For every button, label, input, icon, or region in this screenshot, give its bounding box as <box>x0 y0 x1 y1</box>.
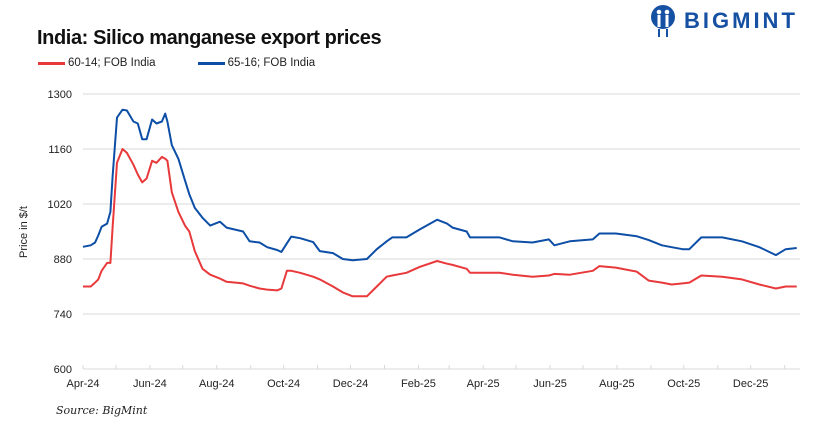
y-tick-label: 880 <box>54 254 72 266</box>
legend-label: 60-14; FOB India <box>68 57 156 69</box>
x-tick-label: Jun-24 <box>133 378 167 390</box>
x-tick-label: Dec-25 <box>733 378 768 390</box>
legend: 60-14; FOB India 65-16; FOB India <box>38 57 315 69</box>
legend-label: 65-16; FOB India <box>227 57 316 69</box>
x-tick-label: Oct-25 <box>667 378 700 390</box>
source-note: Source: BigMint <box>56 404 148 417</box>
x-tick-label: Oct-24 <box>267 378 300 390</box>
x-tick-label: Aug-25 <box>599 378 634 390</box>
x-tick-label: Apr-25 <box>467 378 500 390</box>
bigmint-logo-text: BIGMINT <box>684 8 798 33</box>
y-axis-label: Price in $/t <box>18 206 30 258</box>
bigmint-logo: BIGMINT <box>650 4 798 38</box>
y-tick-label: 1160 <box>48 144 72 156</box>
x-tick-label: Apr-24 <box>66 378 99 390</box>
x-tick-label: Feb-25 <box>401 378 436 390</box>
legend-item-65-16: 65-16; FOB India <box>197 57 316 69</box>
y-tick-label: 1020 <box>48 199 72 211</box>
y-tick-label: 1300 <box>48 89 72 101</box>
legend-item-60-14: 60-14; FOB India <box>38 57 156 69</box>
x-tick-label: Aug-24 <box>199 378 234 390</box>
y-tick-label: 600 <box>54 364 72 376</box>
chart-title: India: Silico manganese export prices <box>37 27 382 49</box>
x-tick-label: Jun-25 <box>533 378 567 390</box>
y-tick-label: 740 <box>54 309 72 321</box>
legend-swatch-blue <box>197 61 225 65</box>
legend-swatch-red <box>38 61 65 65</box>
x-tick-label: Dec-24 <box>333 378 368 390</box>
series-line-60-14 <box>83 148 797 298</box>
series-line-65-16 <box>82 108 797 262</box>
bigmint-logo-icon <box>651 5 675 37</box>
